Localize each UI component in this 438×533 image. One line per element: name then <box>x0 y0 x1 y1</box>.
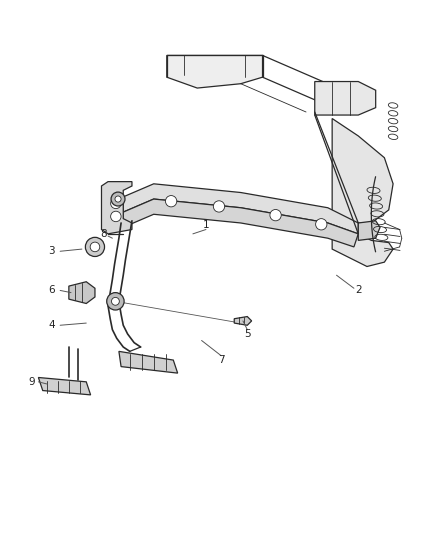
Text: 4: 4 <box>48 320 55 330</box>
Polygon shape <box>69 282 95 303</box>
Circle shape <box>85 237 105 256</box>
Circle shape <box>111 211 121 222</box>
Text: 8: 8 <box>100 229 107 239</box>
Circle shape <box>90 242 100 252</box>
Text: 1: 1 <box>203 220 209 230</box>
Polygon shape <box>315 82 376 115</box>
Polygon shape <box>234 317 252 325</box>
Polygon shape <box>167 55 262 88</box>
Circle shape <box>115 196 121 202</box>
Circle shape <box>111 198 121 208</box>
Polygon shape <box>332 118 393 266</box>
Polygon shape <box>119 351 178 373</box>
Circle shape <box>111 192 125 206</box>
Text: 9: 9 <box>28 377 35 387</box>
Text: 2: 2 <box>355 286 362 295</box>
Circle shape <box>213 201 225 212</box>
Circle shape <box>270 209 281 221</box>
Text: 5: 5 <box>244 329 251 339</box>
Polygon shape <box>102 182 132 234</box>
Polygon shape <box>358 221 380 240</box>
Circle shape <box>316 219 327 230</box>
Text: 7: 7 <box>218 355 225 365</box>
Circle shape <box>112 297 119 305</box>
Polygon shape <box>123 184 358 234</box>
Text: 3: 3 <box>48 246 55 256</box>
Circle shape <box>166 196 177 207</box>
Circle shape <box>107 293 124 310</box>
Polygon shape <box>123 199 358 247</box>
Text: 6: 6 <box>48 286 55 295</box>
Polygon shape <box>39 377 91 395</box>
